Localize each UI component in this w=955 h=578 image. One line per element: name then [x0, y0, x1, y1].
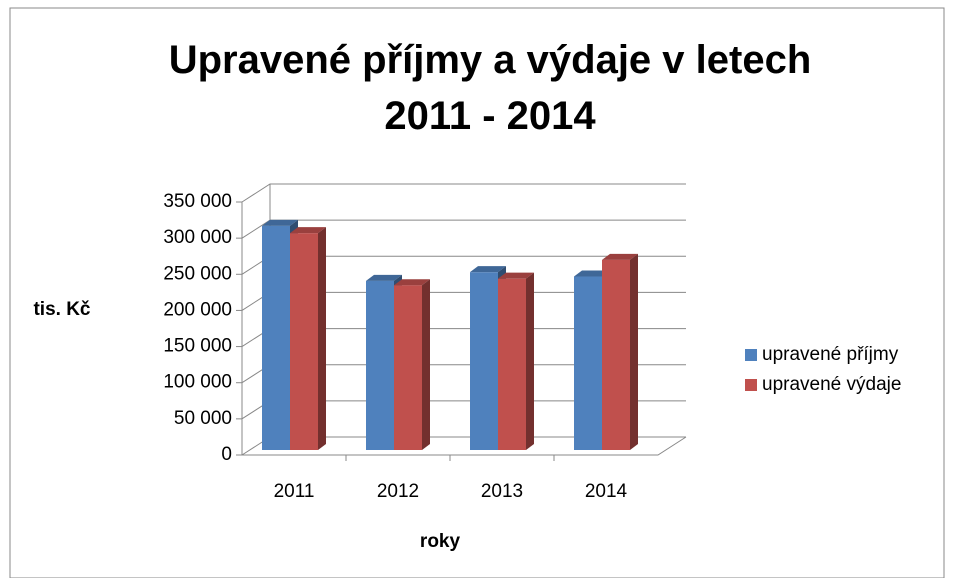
y-axis-label: tis. Kč: [33, 299, 90, 320]
chart-title: Upravené příjmy a výdaje v letech 2011 -…: [168, 38, 812, 138]
bar: [498, 272, 534, 450]
bar: [290, 227, 326, 450]
bar-front: [574, 276, 602, 450]
legend-swatch: [745, 379, 757, 391]
x-axis-label: roky: [420, 531, 461, 552]
bar-top: [574, 270, 610, 277]
x-tick-label: 2013: [481, 481, 523, 502]
bar-top: [602, 253, 638, 260]
bar-front: [366, 280, 394, 450]
bar-top: [498, 272, 534, 279]
legend-swatch: [745, 349, 757, 361]
bar: [394, 279, 430, 450]
bar-side: [318, 227, 326, 450]
y-tick-label: 200 000: [163, 299, 232, 320]
y-tick-label: 300 000: [163, 227, 232, 248]
y-tick-label: 150 000: [163, 336, 232, 357]
bar-front: [394, 285, 422, 450]
x-tick-label: 2012: [377, 481, 419, 502]
y-tick-label: 350 000: [163, 191, 232, 212]
bar-top: [290, 227, 326, 234]
bar-front: [498, 278, 526, 450]
bar-top: [366, 274, 402, 281]
y-tick-label: 0: [221, 444, 232, 465]
bar: [602, 253, 638, 450]
x-tick-label: 2014: [585, 481, 628, 502]
bar-front: [470, 272, 498, 450]
bar-top: [470, 266, 506, 273]
bar-side: [630, 253, 638, 450]
bar-front: [290, 233, 318, 450]
bar-top: [262, 219, 298, 226]
bar-side: [526, 272, 534, 450]
legend-label: upravené výdaje: [762, 374, 901, 395]
bar-front: [602, 259, 630, 450]
legend-label: upravené příjmy: [762, 344, 899, 365]
floor-edge: [242, 436, 687, 456]
bar-top: [394, 279, 430, 286]
y-tick-label: 100 000: [163, 372, 232, 393]
x-tick-label: 2011: [274, 481, 315, 502]
bar-front: [262, 225, 290, 450]
y-tick-label: 250 000: [163, 263, 232, 284]
bar-side: [422, 279, 430, 450]
y-tick-label: 50 000: [174, 408, 232, 429]
